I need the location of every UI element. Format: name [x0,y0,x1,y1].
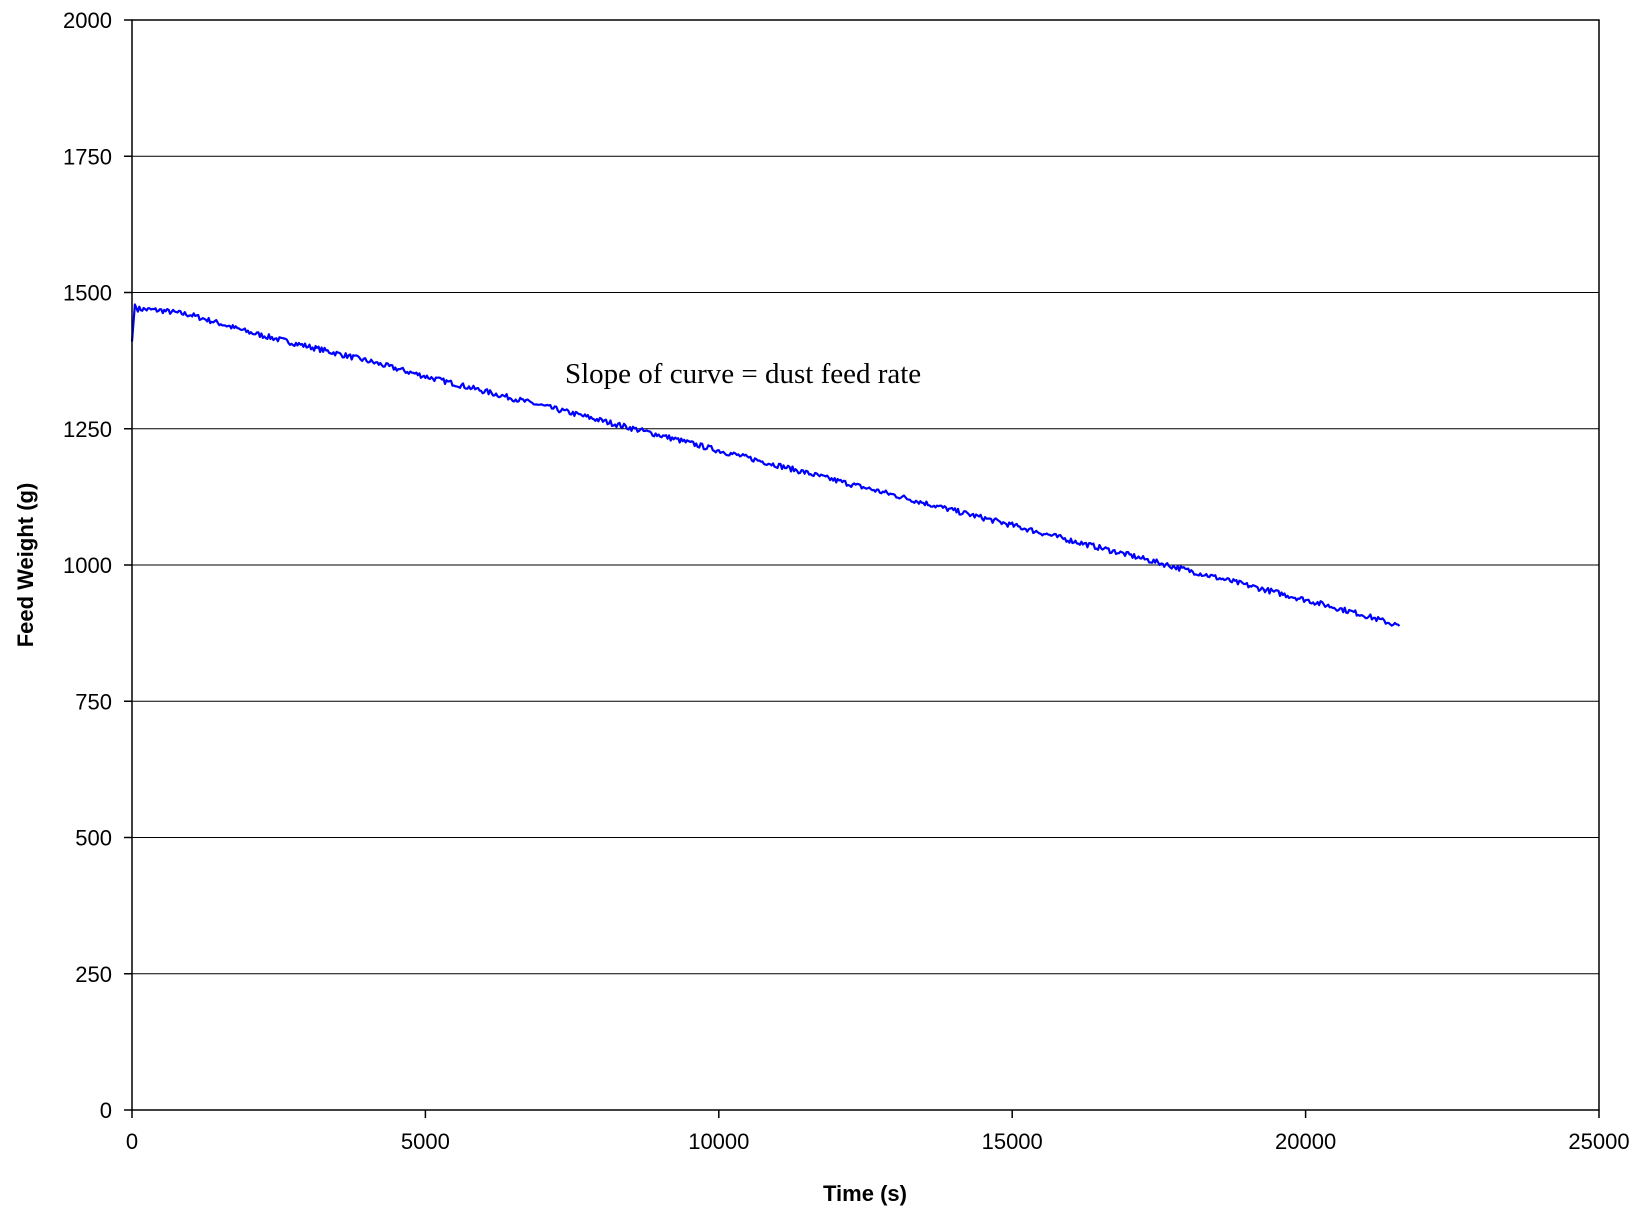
x-tick-label: 10000 [688,1129,749,1154]
y-tick-label: 1250 [63,417,112,442]
series-line [130,303,1401,627]
x-tick-label: 15000 [982,1129,1043,1154]
x-tick-label: 20000 [1275,1129,1336,1154]
y-tick-label: 250 [75,962,112,987]
ticks [124,19,1600,1118]
y-tick-label: 2000 [63,8,112,33]
y-tick-label: 0 [100,1098,112,1123]
y-tick-label: 500 [75,826,112,851]
x-tick-label: 0 [126,1129,138,1154]
annotation-text: Slope of curve = dust feed rate [565,358,921,390]
y-axis-title: Feed Weight (g) [13,483,38,648]
x-tick-label: 25000 [1568,1129,1629,1154]
x-tick-label: 5000 [401,1129,450,1154]
y-tick-label: 1500 [63,281,112,306]
y-tick-label: 1750 [63,144,112,169]
x-axis-title: Time (s) [823,1181,907,1206]
y-tick-label: 750 [75,689,112,714]
gridlines [132,155,1599,975]
series-layer [130,303,1401,627]
y-tick-label: 1000 [63,553,112,578]
